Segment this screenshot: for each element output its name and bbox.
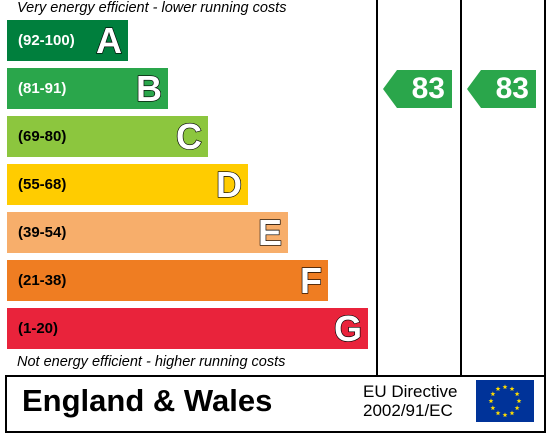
eu-star-icon — [509, 410, 515, 416]
rating-arrow-shape — [467, 70, 536, 108]
band-range-label: (69-80) — [18, 128, 67, 145]
band-letter: E — [257, 211, 282, 253]
current-rating: 83 — [383, 70, 452, 108]
rating-value: 83 — [411, 72, 445, 105]
caption-top: Very energy efficient - lower running co… — [17, 0, 287, 16]
eu-star-icon — [488, 398, 494, 404]
eu-star-icon — [490, 391, 496, 397]
potential-rating: 83 — [467, 70, 536, 108]
band-range-label: (55-68) — [18, 176, 67, 193]
eu-star-icon — [516, 398, 522, 404]
band-letter: G — [333, 307, 362, 349]
band-range-label: (81-91) — [18, 80, 67, 97]
rating-arrow-fill — [467, 70, 536, 108]
eu-star-icon — [495, 410, 501, 416]
band-g: (1-20) G — [7, 307, 368, 350]
band-letter: C — [175, 115, 202, 157]
band-c: (69-80) C — [7, 115, 208, 158]
eu-star-icon — [509, 386, 515, 391]
footer-title: England & Wales — [22, 383, 273, 418]
band-range-label: (92-100) — [18, 32, 75, 49]
directive-line-2: 2002/91/EC — [363, 401, 453, 420]
band-letter: F — [299, 259, 322, 301]
border-right — [544, 0, 546, 433]
caption-bottom: Not energy efficient - higher running co… — [17, 354, 286, 370]
border-bottom — [5, 431, 546, 433]
band-range-label: (39-54) — [18, 224, 67, 241]
band-letter: B — [135, 67, 162, 109]
band-range-label: (21-38) — [18, 272, 67, 289]
eu-star-icon — [490, 405, 496, 411]
divider-vertical-bands — [376, 0, 378, 376]
band-e: (39-54) E — [7, 211, 288, 254]
eu-star-icon — [514, 405, 520, 411]
rating-arrow-shape — [383, 70, 452, 108]
band-a: (92-100) A — [7, 19, 128, 62]
eu-star-icon — [495, 386, 501, 391]
border-left-footer — [5, 375, 7, 433]
band-letter: A — [95, 19, 122, 61]
eu-star-icon — [502, 384, 508, 390]
directive-line-1: EU Directive — [363, 382, 458, 401]
rating-value: 83 — [495, 72, 529, 105]
eu-flag-icon — [476, 380, 534, 422]
eu-star-icon — [514, 391, 520, 397]
rating-arrow-fill — [383, 70, 452, 108]
eu-star-icon — [502, 412, 508, 418]
band-d: (55-68) D — [7, 163, 248, 206]
band-letter: D — [215, 163, 242, 205]
divider-vertical-ratings — [460, 0, 462, 376]
divider-footer — [5, 375, 546, 377]
band-b: (81-91) B — [7, 67, 168, 110]
band-range-label: (1-20) — [18, 320, 59, 337]
band-f: (21-38) F — [7, 259, 328, 302]
